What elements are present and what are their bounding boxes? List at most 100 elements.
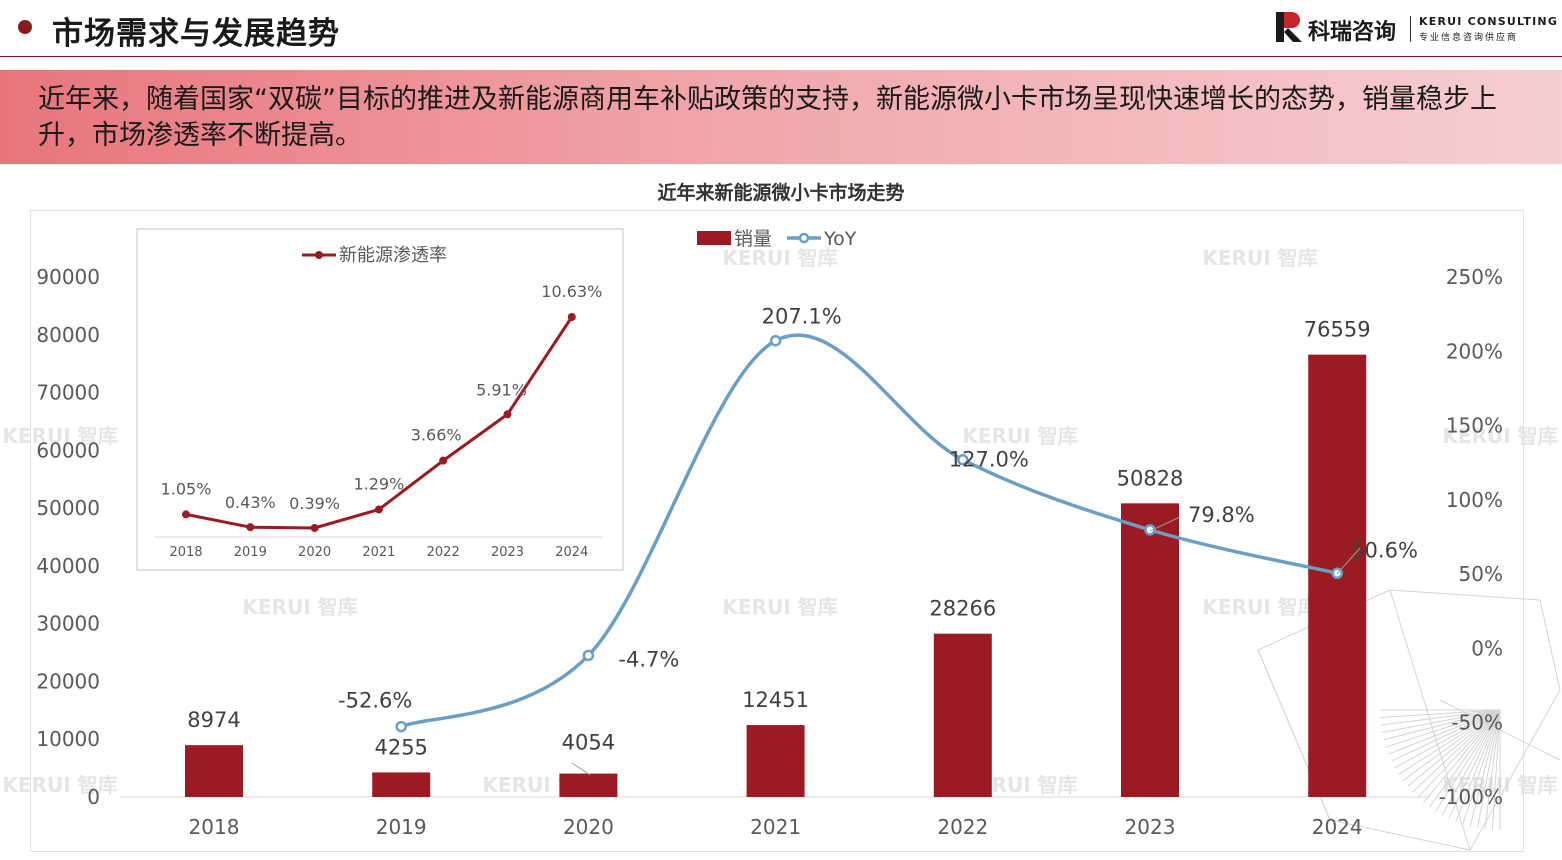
right-axis-tick: 150% <box>1446 414 1503 438</box>
bar-data-label: 28266 <box>929 597 996 621</box>
sketch-line <box>1385 709 1501 748</box>
slide-header: 市场需求与发展趋势 科瑞咨询 KERUI CONSULTING 专业信息咨询供应… <box>0 0 1562 56</box>
bar-data-label: 4255 <box>374 735 427 759</box>
bar-data-label: 8974 <box>187 708 240 732</box>
sketch-line <box>1394 709 1501 769</box>
x-axis-tick: 2018 <box>189 815 240 839</box>
label-leader-line <box>571 762 591 776</box>
logo-subtitle: 专业信息咨询供应商 <box>1419 33 1519 43</box>
inset-x-tick: 2024 <box>555 545 588 560</box>
logo-divider <box>1410 16 1411 42</box>
sketch-line <box>1469 709 1501 827</box>
sketch-line <box>1382 709 1501 733</box>
sketch-line <box>1391 709 1501 762</box>
penetration-point <box>503 410 512 419</box>
left-axis-tick: 0 <box>87 785 100 809</box>
bar-data-label: 12451 <box>742 688 809 712</box>
right-axis-tick: 100% <box>1446 488 1503 512</box>
right-axis-tick: 200% <box>1446 339 1503 363</box>
penetration-point <box>182 510 190 519</box>
watermark: KERUI 智库 <box>2 773 117 797</box>
yoy-point <box>769 334 782 347</box>
watermark: KERUI 智库 <box>1202 595 1317 619</box>
right-axis-tick: 250% <box>1446 265 1503 289</box>
sketch-line <box>1448 709 1501 819</box>
watermark: KERUI 智库 <box>242 595 357 619</box>
sketch-line <box>1380 709 1501 726</box>
penetration-data-label: 0.39% <box>289 494 340 513</box>
inset-x-tick: 2022 <box>427 545 460 560</box>
header-divider <box>0 56 1562 57</box>
inset-legend-label: 新能源渗透率 <box>339 245 447 266</box>
left-axis-tick: 10000 <box>36 727 100 751</box>
bar <box>559 773 618 797</box>
summary-text: 近年来，随着国家“双碳”目标的推进及新能源商用车补贴政策的支持，新能源微小卡市场… <box>38 84 1497 151</box>
yoy-data-label: -4.7% <box>618 647 679 671</box>
chart-frame <box>30 210 1524 852</box>
watermark: KERUI 智库 <box>722 595 837 619</box>
label-leader-line <box>1336 547 1361 575</box>
penetration-data-label: 1.29% <box>353 474 404 493</box>
penetration-point <box>567 313 576 321</box>
sketch-line <box>1412 709 1501 793</box>
penetration-data-label: 0.43% <box>225 493 276 512</box>
legend-bar-swatch <box>697 231 731 245</box>
bar <box>372 772 431 797</box>
sketch-line <box>1477 709 1501 828</box>
penetration-point <box>439 456 448 465</box>
bar <box>933 633 992 797</box>
chart-title: 近年来新能源微小卡市场走势 <box>657 182 905 204</box>
x-axis-tick: 2021 <box>750 815 801 839</box>
penetration-data-label: 3.66% <box>411 426 462 445</box>
bar-data-label: 4054 <box>562 731 615 755</box>
inset-x-tick: 2021 <box>362 545 395 560</box>
watermark: KERUI 智库 <box>722 246 837 270</box>
bar <box>185 745 243 797</box>
page-title: 市场需求与发展趋势 <box>52 16 340 52</box>
left-axis-tick: 30000 <box>36 612 100 636</box>
inset-x-tick: 2018 <box>169 545 202 560</box>
decorative-sketch <box>1257 589 1561 851</box>
legend-label: 销量 <box>734 228 772 250</box>
x-axis-tick: 2024 <box>1312 815 1363 839</box>
watermark: KERUI 智库 <box>2 424 117 448</box>
right-axis-tick: -50% <box>1451 711 1503 735</box>
summary-banner <box>0 70 1562 164</box>
x-axis-tick: 2020 <box>563 815 614 839</box>
sketch-line <box>1383 709 1501 741</box>
left-axis-tick: 80000 <box>36 323 100 347</box>
x-axis-tick: 2022 <box>937 815 988 839</box>
bar <box>746 725 805 797</box>
sketch-line <box>1380 709 1501 719</box>
inset-x-tick: 2020 <box>298 545 331 560</box>
watermark: KERUI 智库 <box>1202 246 1317 270</box>
sketch-line <box>1455 709 1501 822</box>
left-axis-tick: 40000 <box>36 554 100 578</box>
legend-label: YoY <box>823 228 857 250</box>
logo-text-en: KERUI CONSULTING <box>1419 15 1559 28</box>
sketch-line <box>1423 709 1501 803</box>
title-bullet <box>18 20 32 34</box>
left-axis-tick: 70000 <box>36 381 100 405</box>
yoy-point <box>395 720 407 733</box>
watermark: KERUI 智库 <box>962 424 1077 448</box>
inset-legend-marker <box>315 251 323 259</box>
penetration-point <box>310 524 319 532</box>
yoy-data-label: 127.0% <box>949 448 1029 472</box>
legend-line-marker <box>798 232 810 244</box>
inset-x-tick: 2023 <box>491 545 524 560</box>
penetration-data-label: 10.63% <box>541 282 602 301</box>
penetration-point <box>374 505 383 514</box>
sketch-line <box>1441 709 1501 816</box>
sketch-line <box>1257 589 1561 851</box>
sketch-line <box>1462 709 1501 825</box>
right-axis-tick: -100% <box>1439 785 1503 809</box>
penetration-data-label: 1.05% <box>161 479 212 498</box>
sketch-line <box>1398 709 1501 775</box>
penetration-point <box>246 523 255 532</box>
sketch-line <box>1429 709 1501 808</box>
sketch-line <box>1484 709 1501 830</box>
sketch-line <box>1388 709 1501 755</box>
left-axis-tick: 90000 <box>36 265 100 289</box>
